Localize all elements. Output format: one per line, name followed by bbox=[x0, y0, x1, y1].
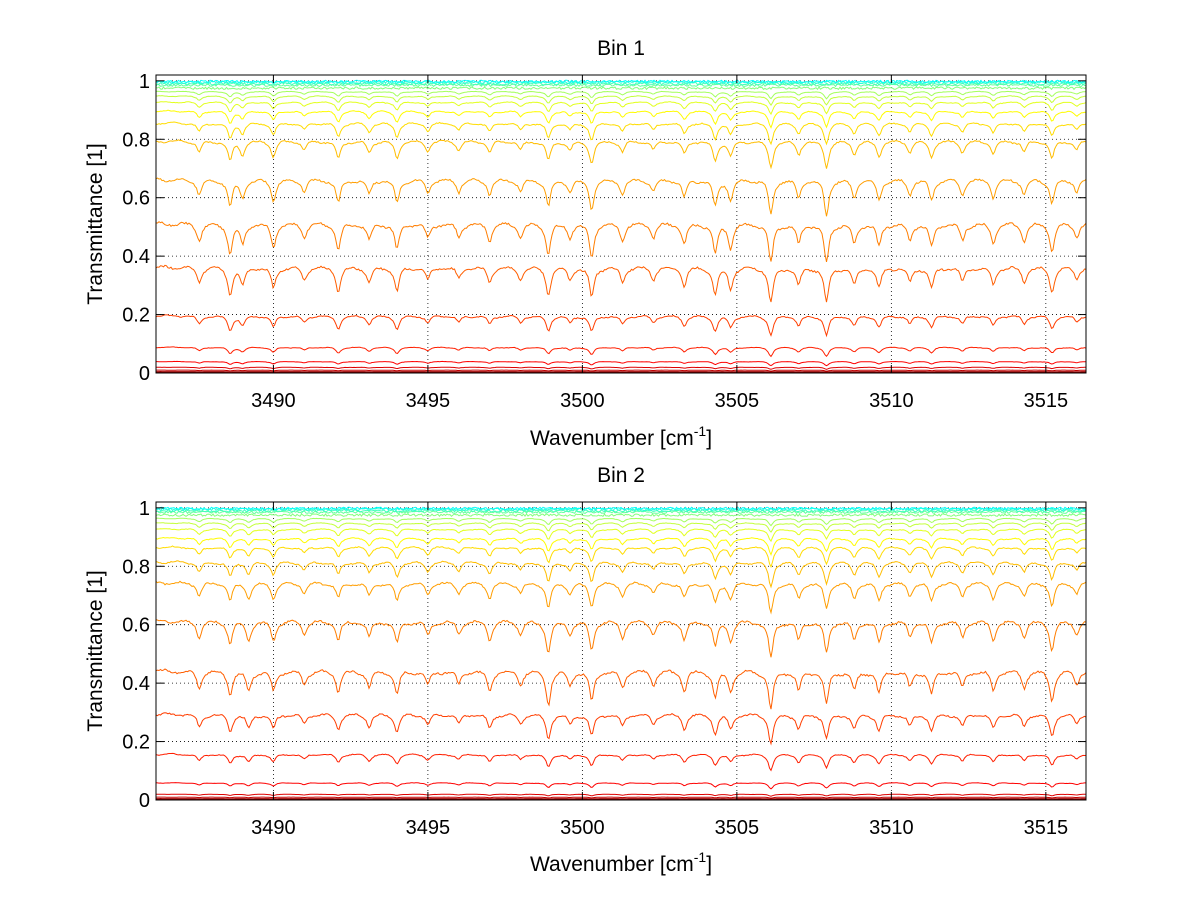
series-line bbox=[156, 668, 1086, 710]
series-line bbox=[156, 79, 1086, 84]
x-tick-label: 3505 bbox=[715, 390, 760, 412]
y-tick-label: 0.4 bbox=[122, 246, 150, 268]
y-tick-label: 0.6 bbox=[122, 615, 150, 637]
y-tick-label: 1 bbox=[139, 498, 150, 520]
x-tick-label: 3515 bbox=[1024, 390, 1069, 412]
series-line bbox=[156, 536, 1086, 556]
x-tick-label: 3515 bbox=[1024, 817, 1069, 839]
series-line bbox=[156, 121, 1086, 146]
axes-box bbox=[155, 74, 1087, 374]
subplot-1: 3490 3495 3500 3505 3510 3515 0 0.2 0.4 0.6 0.8 1 Bi… bbox=[84, 37, 1087, 450]
series-line bbox=[156, 797, 1086, 800]
series-line bbox=[156, 528, 1086, 543]
series-line bbox=[156, 508, 1086, 513]
y-tick-label: 0.8 bbox=[122, 556, 150, 578]
series-line bbox=[156, 517, 1086, 527]
x-tick-label: 3495 bbox=[406, 817, 451, 839]
series-line bbox=[156, 545, 1086, 569]
series-line bbox=[156, 522, 1086, 533]
series-line bbox=[156, 177, 1086, 217]
x-tick-label: 3500 bbox=[560, 390, 605, 412]
y-tick-label: 0.8 bbox=[122, 129, 150, 151]
series-line bbox=[156, 506, 1086, 511]
y-tick-label: 0 bbox=[139, 363, 150, 385]
x-tick-label: 3490 bbox=[251, 817, 296, 839]
y-tick-label: 1 bbox=[139, 71, 150, 93]
series-line bbox=[156, 370, 1086, 373]
x-axis-label: Wavenumber [cm-1] bbox=[530, 423, 712, 450]
series-line bbox=[156, 366, 1086, 370]
y-tick-label: 0.2 bbox=[122, 305, 150, 327]
y-tick-label: 0.2 bbox=[122, 732, 150, 754]
y-tick-label: 0 bbox=[139, 790, 150, 812]
series-line bbox=[156, 109, 1086, 129]
series-group bbox=[156, 506, 1086, 800]
series-line bbox=[156, 796, 1086, 799]
series-line bbox=[156, 95, 1086, 106]
series-line bbox=[156, 513, 1086, 518]
series-line bbox=[156, 369, 1086, 372]
x-tick-label: 3490 bbox=[251, 390, 296, 412]
y-axis-label: Transmittance [1] bbox=[84, 143, 107, 304]
x-tick-label: 3505 bbox=[715, 817, 760, 839]
series-line bbox=[156, 139, 1086, 170]
axes-box bbox=[155, 501, 1087, 801]
series-line bbox=[156, 619, 1086, 658]
series-line bbox=[156, 360, 1086, 367]
series-line bbox=[156, 712, 1086, 746]
y-tick-label: 0.6 bbox=[122, 188, 150, 210]
x-tick-label: 3510 bbox=[869, 390, 914, 412]
series-line bbox=[156, 510, 1086, 515]
x-tick-label: 3510 bbox=[869, 817, 914, 839]
chart-title: Bin 2 bbox=[597, 464, 645, 487]
x-tick-label: 3495 bbox=[406, 390, 451, 412]
series-line bbox=[156, 752, 1086, 772]
series-line bbox=[156, 264, 1086, 303]
series-line bbox=[156, 86, 1086, 91]
x-tick-label: 3500 bbox=[560, 817, 605, 839]
chart-title: Bin 1 bbox=[597, 37, 645, 60]
series-group bbox=[156, 79, 1086, 373]
subplot-2: 3490 3495 3500 3505 3510 3515 0 0.2 0.4 0.6 0.8 1 Bi… bbox=[84, 464, 1087, 876]
series-line bbox=[156, 560, 1086, 589]
series-line bbox=[156, 83, 1086, 88]
series-line bbox=[156, 580, 1086, 615]
x-axis-label: Wavenumber [cm-1] bbox=[530, 849, 712, 876]
series-line bbox=[156, 90, 1086, 100]
series-line bbox=[156, 346, 1086, 358]
y-axis-label: Transmittance [1] bbox=[84, 570, 107, 731]
series-line bbox=[156, 81, 1086, 86]
series-line bbox=[156, 221, 1086, 262]
series-line bbox=[156, 314, 1086, 338]
y-tick-label: 0.4 bbox=[122, 673, 150, 695]
series-line bbox=[156, 793, 1086, 797]
series-line bbox=[156, 782, 1086, 790]
series-line bbox=[156, 101, 1086, 116]
